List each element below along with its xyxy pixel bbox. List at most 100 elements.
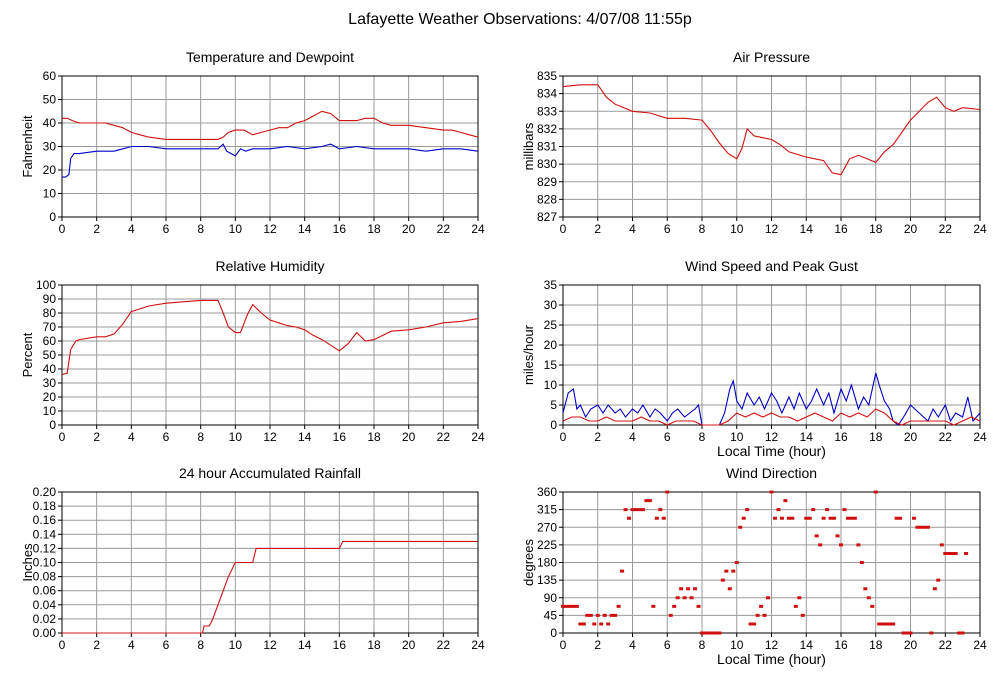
- chart-direction-point: [873, 490, 878, 494]
- chart-direction-point: [630, 508, 635, 512]
- chart-temp-xtick-label: 18: [367, 222, 381, 236]
- chart-direction-point: [856, 543, 861, 547]
- chart-direction-point: [922, 525, 927, 529]
- chart-rain-ytick-label: 0.12: [33, 541, 57, 555]
- chart-rain-ytick-label: 0.08: [33, 570, 57, 584]
- chart-direction-point: [887, 622, 892, 626]
- chart-direction-point: [616, 604, 621, 608]
- chart-direction-point: [891, 622, 896, 626]
- chart-direction-point: [567, 604, 572, 608]
- chart-direction-point: [849, 516, 854, 520]
- chart-direction-ytick-label: 315: [537, 503, 557, 517]
- chart-direction-point: [700, 631, 704, 635]
- chart-direction-point: [814, 534, 819, 538]
- chart-humidity-xtick-label: 20: [402, 430, 416, 444]
- chart-pressure-ytick-label: 833: [537, 104, 557, 118]
- chart-direction-point: [602, 613, 607, 617]
- chart-direction-point: [644, 499, 649, 503]
- chart-direction-point: [762, 613, 767, 617]
- chart-direction-point: [682, 596, 687, 600]
- chart-humidity-xtick-label: 22: [437, 430, 451, 444]
- chart-rain-xtick-label: 4: [128, 638, 135, 652]
- chart-direction-point: [620, 569, 625, 573]
- chart-rain-xtick-label: 16: [333, 638, 347, 652]
- chart-wind-xtick-label: 10: [730, 430, 744, 444]
- chart-wind-xtick-label: 12: [765, 430, 779, 444]
- chart-temp-xtick-label: 0: [59, 222, 66, 236]
- chart-humidity-ytick-label: 50: [43, 348, 57, 362]
- chart-wind-xtick-label: 8: [699, 430, 706, 444]
- chart-humidity-ytick-label: 0: [49, 418, 56, 432]
- chart-direction-point: [863, 587, 868, 591]
- chart-direction-point: [703, 631, 708, 635]
- chart-humidity-ytick-label: 60: [43, 334, 57, 348]
- chart-direction-point: [647, 499, 652, 503]
- chart-direction-ytick-label: 180: [537, 556, 557, 570]
- chart-temp-ytick-label: 30: [43, 140, 57, 154]
- chart-humidity-ytick-label: 80: [43, 306, 57, 320]
- chart-temp-xtick-label: 4: [128, 222, 135, 236]
- chart-wind-xlabel: Local Time (hour): [717, 443, 826, 459]
- chart-direction-point: [675, 596, 680, 600]
- chart-direction-point: [752, 622, 757, 626]
- chart-direction-point: [727, 587, 732, 591]
- chart-direction-point: [759, 604, 764, 608]
- chart-direction-point: [911, 516, 916, 520]
- chart-humidity-ytick-label: 40: [43, 362, 57, 376]
- chart-wind-xtick-label: 0: [560, 430, 567, 444]
- chart-direction-point: [783, 499, 788, 503]
- chart-direction-point: [748, 622, 753, 626]
- chart-direction-point: [651, 604, 656, 608]
- chart-direction-point: [811, 508, 816, 512]
- chart-pressure-xtick-label: 2: [594, 222, 601, 236]
- chart-direction-point: [581, 622, 586, 626]
- chart-direction-title: Wind Direction: [726, 465, 817, 481]
- chart-direction-point: [800, 613, 805, 617]
- chart-temp-ytick-label: 20: [43, 163, 57, 177]
- chart-direction-point: [946, 551, 951, 555]
- chart-direction-point: [852, 516, 857, 520]
- chart-temp-xtick-label: 6: [163, 222, 170, 236]
- chart-pressure-xtick-label: 0: [560, 222, 567, 236]
- chart-direction-point: [585, 613, 590, 617]
- chart-direction-point: [918, 525, 923, 529]
- chart-direction-point: [818, 543, 823, 547]
- chart-direction-point: [842, 508, 847, 512]
- chart-wind-xtick-label: 6: [664, 430, 671, 444]
- chart-direction-point: [776, 508, 781, 512]
- chart-direction-point: [668, 613, 673, 617]
- chart-rain-xtick-label: 22: [437, 638, 451, 652]
- chart-pressure-xtick-label: 22: [939, 222, 953, 236]
- chart-direction-ytick-label: 90: [544, 591, 558, 605]
- chart-humidity-xtick-label: 8: [197, 430, 204, 444]
- chart-temp-ytick-label: 10: [43, 187, 57, 201]
- chart-pressure-ytick-label: 828: [537, 192, 557, 206]
- chart-direction-point: [877, 622, 882, 626]
- chart-wind-ytick-label: 25: [544, 318, 558, 332]
- chart-humidity-xtick-label: 2: [93, 430, 100, 444]
- chart-direction-point: [769, 490, 774, 494]
- chart-direction-xtick-label: 2: [594, 638, 601, 652]
- chart-temp-ytick-label: 60: [43, 69, 57, 83]
- chart-direction-point: [713, 631, 718, 635]
- chart-direction-point: [623, 508, 628, 512]
- page-title: Lafayette Weather Observations: 4/07/08 …: [348, 11, 692, 28]
- chart-direction-point: [766, 596, 771, 600]
- chart-direction-point: [779, 516, 784, 520]
- chart-pressure-ylabel: millibars: [521, 122, 536, 170]
- chart-wind-xtick-label: 14: [800, 430, 814, 444]
- chart-pressure-title: Air Pressure: [733, 49, 810, 65]
- chart-rain-xtick-label: 24: [471, 638, 485, 652]
- chart-direction-xtick-label: 6: [664, 638, 671, 652]
- chart-pressure-xtick-label: 20: [904, 222, 918, 236]
- chart-direction-point: [672, 604, 677, 608]
- chart-direction-xtick-label: 0: [560, 638, 567, 652]
- chart-direction-xtick-label: 14: [800, 638, 814, 652]
- chart-direction-xtick-label: 22: [939, 638, 953, 652]
- chart-temp-xtick-label: 20: [402, 222, 416, 236]
- chart-direction-ytick-label: 0: [550, 626, 557, 640]
- chart-direction-point: [793, 604, 798, 608]
- chart-temp-title: Temperature and Dewpoint: [186, 49, 354, 65]
- chart-rain-title: 24 hour Accumulated Rainfall: [179, 465, 361, 481]
- chart-humidity-xtick-label: 0: [59, 430, 66, 444]
